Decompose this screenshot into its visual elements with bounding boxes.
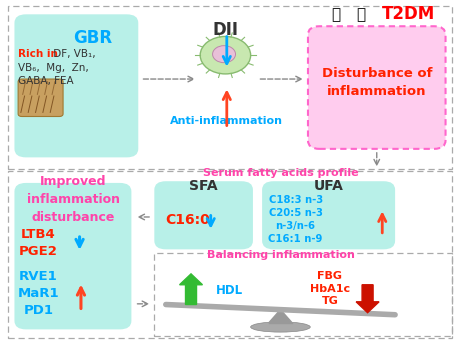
- Text: Serum fatty acids profile: Serum fatty acids profile: [202, 168, 358, 178]
- FancyArrow shape: [355, 285, 378, 313]
- Ellipse shape: [250, 322, 309, 332]
- Polygon shape: [269, 310, 291, 323]
- Ellipse shape: [212, 45, 235, 63]
- Text: SFA: SFA: [189, 179, 217, 193]
- FancyBboxPatch shape: [307, 26, 445, 149]
- Text: GABA, FEA: GABA, FEA: [18, 76, 73, 87]
- FancyBboxPatch shape: [14, 183, 131, 329]
- FancyBboxPatch shape: [262, 181, 394, 249]
- Text: Anti-inflammation: Anti-inflammation: [170, 116, 283, 126]
- Text: Disturbance of
inflammation: Disturbance of inflammation: [321, 67, 431, 98]
- FancyBboxPatch shape: [14, 14, 138, 157]
- FancyBboxPatch shape: [154, 181, 252, 249]
- Text: 🧑: 🧑: [330, 7, 339, 22]
- Text: 🧓: 🧓: [355, 7, 364, 22]
- Text: LTB4
PGE2: LTB4 PGE2: [19, 227, 58, 258]
- Text: UFA: UFA: [313, 179, 343, 193]
- Ellipse shape: [200, 37, 250, 74]
- Text: HDL: HDL: [216, 285, 243, 298]
- Text: VB₆,  Mg,  Zn,: VB₆, Mg, Zn,: [18, 63, 89, 73]
- Text: Rich in: Rich in: [18, 49, 58, 59]
- FancyArrow shape: [179, 274, 202, 304]
- Text: DF, VB₁,: DF, VB₁,: [50, 49, 95, 59]
- FancyBboxPatch shape: [18, 79, 63, 117]
- Text: T2DM: T2DM: [381, 5, 435, 23]
- Text: GBR: GBR: [73, 29, 112, 47]
- Text: Improved
inflammation
disturbance: Improved inflammation disturbance: [27, 175, 119, 224]
- Text: Balancing inflammation: Balancing inflammation: [206, 250, 353, 260]
- Text: C18:3 n-3
C20:5 n-3
n-3/n-6
C16:1 n-9: C18:3 n-3 C20:5 n-3 n-3/n-6 C16:1 n-9: [268, 195, 322, 244]
- Text: DII: DII: [212, 21, 238, 39]
- Text: RVE1
MaR1
PD1: RVE1 MaR1 PD1: [17, 270, 59, 317]
- Text: C16:0: C16:0: [165, 213, 210, 227]
- Text: FBG
HbA1c
TG: FBG HbA1c TG: [309, 271, 349, 306]
